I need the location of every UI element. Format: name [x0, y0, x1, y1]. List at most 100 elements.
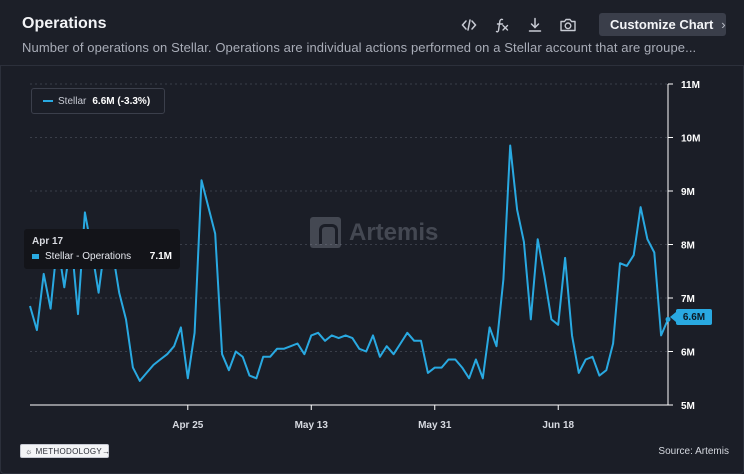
data-point [420, 340, 422, 342]
legend-series-name: Stellar [58, 95, 87, 107]
tooltip-series-name: Stellar - Operations [45, 251, 132, 262]
data-point [543, 276, 545, 278]
data-point [317, 332, 319, 334]
data-point [537, 238, 539, 240]
data-point [633, 254, 635, 256]
data-point [345, 334, 347, 336]
hover-tooltip: Apr 17 Stellar - Operations 7.1M [24, 229, 180, 269]
series-line-stellar [29, 144, 669, 382]
y-tick-label: 10M [681, 134, 700, 145]
data-point [166, 353, 168, 355]
data-point [310, 334, 312, 336]
data-point [372, 334, 374, 336]
arrow-right-icon: → [102, 446, 111, 456]
data-point [454, 358, 456, 360]
tooltip-date: Apr 17 [32, 236, 64, 247]
legend-swatch [43, 100, 53, 102]
data-point [50, 308, 52, 310]
data-point [29, 305, 31, 307]
data-point [358, 348, 360, 350]
last-value-point [665, 316, 671, 322]
last-value-badge: 6.6M [670, 309, 712, 325]
data-point [434, 367, 436, 369]
lightbulb-icon: ☼ [25, 446, 33, 456]
data-point [475, 358, 477, 360]
toolbar [458, 14, 590, 36]
data-point [646, 238, 648, 240]
data-point [447, 358, 449, 360]
data-point [228, 369, 230, 371]
data-point [221, 353, 223, 355]
data-point [43, 273, 45, 275]
data-point [118, 292, 120, 294]
data-point [324, 340, 326, 342]
customize-chart-button[interactable]: Customize Chart › [599, 13, 726, 36]
data-point [214, 233, 216, 235]
chart-legend[interactable]: Stellar 6.6M (-3.3%) [31, 88, 165, 114]
data-point [605, 369, 607, 371]
data-point [619, 262, 621, 264]
data-point [132, 367, 134, 369]
data-point [98, 292, 100, 294]
data-point [36, 329, 38, 331]
data-point [139, 380, 141, 382]
data-point [406, 332, 408, 334]
data-point [612, 342, 614, 344]
data-point [187, 377, 189, 379]
data-point [255, 377, 257, 379]
artemis-logo-icon [310, 217, 341, 248]
data-point [413, 340, 415, 342]
data-point [530, 318, 532, 320]
data-point [550, 318, 552, 320]
data-point [63, 286, 65, 288]
formula-icon[interactable] [491, 14, 513, 36]
data-point [571, 334, 573, 336]
data-point [523, 241, 525, 243]
download-icon[interactable] [524, 14, 546, 36]
data-point [489, 326, 491, 328]
data-point [399, 342, 401, 344]
source-label: Source: Artemis [658, 446, 729, 457]
data-point [262, 356, 264, 358]
data-point [495, 345, 497, 347]
data-point [338, 337, 340, 339]
customize-chart-label: Customize Chart [610, 17, 714, 32]
data-point [269, 356, 271, 358]
data-point [379, 356, 381, 358]
data-point [578, 372, 580, 374]
data-point [502, 278, 504, 280]
data-point [303, 353, 305, 355]
data-point [461, 367, 463, 369]
data-point [152, 364, 154, 366]
x-tick-label: Jun 18 [542, 420, 574, 431]
data-point [290, 345, 292, 347]
data-point [77, 313, 79, 315]
data-point [125, 318, 127, 320]
data-point [283, 348, 285, 350]
x-tick-label: May 13 [295, 420, 329, 431]
data-point [660, 334, 662, 336]
data-point [640, 206, 642, 208]
chevron-right-icon: › [721, 17, 726, 32]
y-tick-label: 9M [681, 187, 695, 198]
y-tick-label: 8M [681, 241, 695, 252]
data-point [351, 337, 353, 339]
x-tick-label: Apr 25 [172, 420, 204, 431]
chart-title: Operations [22, 15, 107, 32]
data-point [235, 350, 237, 352]
data-point [427, 372, 429, 374]
watermark: Artemis [310, 217, 438, 248]
legend-series-value: 6.6M (-3.3%) [92, 95, 151, 107]
data-point [248, 375, 250, 377]
data-point [585, 358, 587, 360]
line-chart: 5M 6M 7M 8M 9M 10M 11M Apr 25 May 13 May 31 Jun 18 [29, 80, 700, 431]
methodology-button[interactable]: ☼ METHODOLOGY → [20, 444, 111, 458]
data-point [441, 367, 443, 369]
data-point [276, 348, 278, 350]
code-icon[interactable] [458, 14, 480, 36]
data-point [516, 209, 518, 211]
data-point [146, 372, 148, 374]
camera-icon[interactable] [557, 14, 579, 36]
y-tick-label: 7M [681, 294, 695, 305]
tooltip-swatch [32, 254, 39, 259]
